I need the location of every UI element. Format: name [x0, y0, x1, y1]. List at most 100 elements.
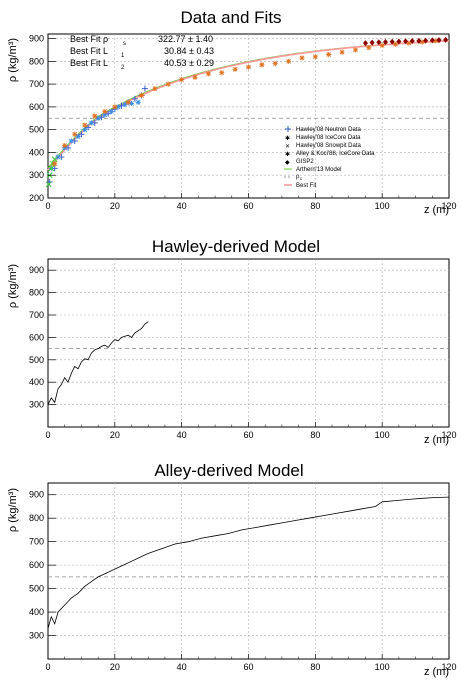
legend-entry-neutron: Hawley'08 Neutron Data	[285, 126, 362, 133]
data-point	[122, 102, 128, 108]
chart-panel-1: Data and Fits 0 20 40 60 80 100 120 200 300 400 50…	[7, 8, 457, 216]
chart-panel-3: Alley-derived Model 0 20 40 60 80 100 120 300 40…	[7, 461, 457, 678]
y-tick-label: 500	[29, 125, 44, 135]
legend-label-icecore: Hawley'08 IceCore Data	[296, 135, 361, 141]
data-point	[352, 47, 358, 53]
y-tick-label: 800	[29, 513, 44, 523]
chart-2-data-line	[47, 321, 149, 405]
chart-2-xlabel: z (m)	[424, 434, 449, 446]
x-tick-label: 20	[110, 662, 120, 672]
data-point	[82, 122, 88, 128]
data-point	[362, 40, 368, 47]
data-point	[326, 52, 332, 57]
data-point	[45, 181, 52, 188]
y-tick-label: 600	[29, 332, 44, 342]
data-point	[433, 38, 439, 44]
data-point	[68, 138, 74, 144]
density-profile-line	[47, 321, 149, 405]
y-tick-label: 600	[29, 102, 44, 112]
y-tick-label: 400	[29, 147, 44, 157]
y-tick-label: 800	[29, 288, 44, 298]
x-tick-label: 80	[310, 662, 320, 672]
data-point	[406, 40, 412, 46]
data-point	[92, 113, 98, 119]
data-point	[72, 131, 78, 137]
x-tick-label: 100	[375, 662, 390, 672]
x-tick-label: 120	[441, 201, 456, 211]
data-point	[131, 95, 138, 102]
chart-3-data-line	[47, 496, 450, 629]
y-tick-label: 900	[29, 34, 44, 44]
legend-entry-gisp2: ◆ GISP2	[285, 159, 314, 166]
data-point	[423, 37, 429, 44]
chart-2-title: Hawley-derived Model	[152, 237, 320, 256]
data-point	[125, 99, 131, 105]
data-point	[115, 104, 121, 110]
y-tick-label: 700	[29, 537, 44, 547]
data-point	[383, 38, 389, 45]
data-point	[75, 134, 81, 139]
chart-1-title: Data and Fits	[180, 8, 281, 27]
y-tick-label: 800	[29, 56, 44, 66]
data-point	[85, 124, 92, 131]
x-tick-label: 120	[441, 662, 456, 672]
data-point	[416, 37, 422, 44]
data-point	[286, 58, 292, 64]
chart-1-legend: Hawley'08 Neutron Data ✱ Hawley'08 IceCo…	[284, 126, 375, 189]
x-tick-label: 100	[375, 430, 390, 440]
data-point	[339, 49, 345, 55]
data-point	[165, 81, 171, 87]
fit-result-l1-label: Best Fit L	[70, 46, 108, 56]
data-point	[369, 39, 375, 46]
fit-result-l2-value: 40.53 ± 0.29	[164, 58, 214, 68]
x-tick-label: 0	[45, 201, 50, 211]
data-point	[409, 38, 415, 45]
data-point	[192, 74, 198, 80]
x-tick-label: 120	[441, 430, 456, 440]
fit-result-l1-value: 30.84 ± 0.43	[164, 46, 214, 56]
data-point	[95, 115, 101, 121]
x-tick-label: 60	[243, 201, 253, 211]
legend-entry-alley: ✱ Alley & Koci'88, IceCore Data	[285, 151, 375, 158]
fit-result-l2-sub: 2	[121, 65, 125, 71]
legend-label-rhoc: ρ	[296, 174, 300, 180]
data-point	[396, 38, 402, 45]
x-tick-label: 40	[177, 201, 187, 211]
y-tick-label: 300	[29, 631, 44, 641]
data-point	[108, 108, 114, 114]
y-tick-label: 400	[29, 377, 44, 387]
legend-entry-bestfit: Best Fit	[284, 183, 317, 189]
y-tick-label: 700	[29, 310, 44, 320]
chart-3-ticks: 0 20 40 60 80 100 120 300 400 500 600 700 800 900	[29, 490, 457, 672]
y-tick-label: 300	[29, 400, 44, 410]
y-tick-label: 500	[29, 584, 44, 594]
data-point	[62, 143, 68, 149]
chart-2-ticks: 0 20 40 60 80 100 120 300 400 500 600 700 800 900	[29, 265, 457, 440]
chart-2-ylabel: ρ (kg/m³)	[7, 264, 19, 308]
data-point	[376, 39, 382, 46]
x-tick-label: 60	[243, 430, 253, 440]
chart-1-ylabel: ρ (kg/m³)	[7, 38, 19, 82]
chart-3-title: Alley-derived Model	[154, 461, 303, 480]
data-point	[389, 38, 395, 45]
data-point	[232, 66, 238, 72]
legend-marker-alley: ✱	[285, 151, 290, 158]
data-point	[393, 41, 399, 47]
x-tick-label: 40	[177, 662, 187, 672]
chart-1-fit-results: Best Fit ρ s 322.77 ± 1.40 Best Fit L 1 …	[70, 34, 214, 71]
data-point	[82, 127, 88, 133]
data-point	[259, 62, 265, 68]
fit-result-l1-sub: 1	[121, 53, 125, 59]
y-tick-label: 500	[29, 355, 44, 365]
chart-1-xlabel: z (m)	[424, 204, 449, 216]
data-point	[366, 45, 372, 51]
y-tick-label: 900	[29, 265, 44, 275]
chart-panel-2: Hawley-derived Model 0 20 40 60 80 100 120 300 4…	[7, 237, 457, 446]
fit-result-l2-label: Best Fit L	[70, 58, 108, 68]
y-tick-label: 400	[29, 607, 44, 617]
chart-1-data-points	[45, 36, 449, 188]
data-point	[419, 39, 425, 45]
data-point	[219, 70, 225, 76]
y-tick-label: 900	[29, 490, 44, 500]
